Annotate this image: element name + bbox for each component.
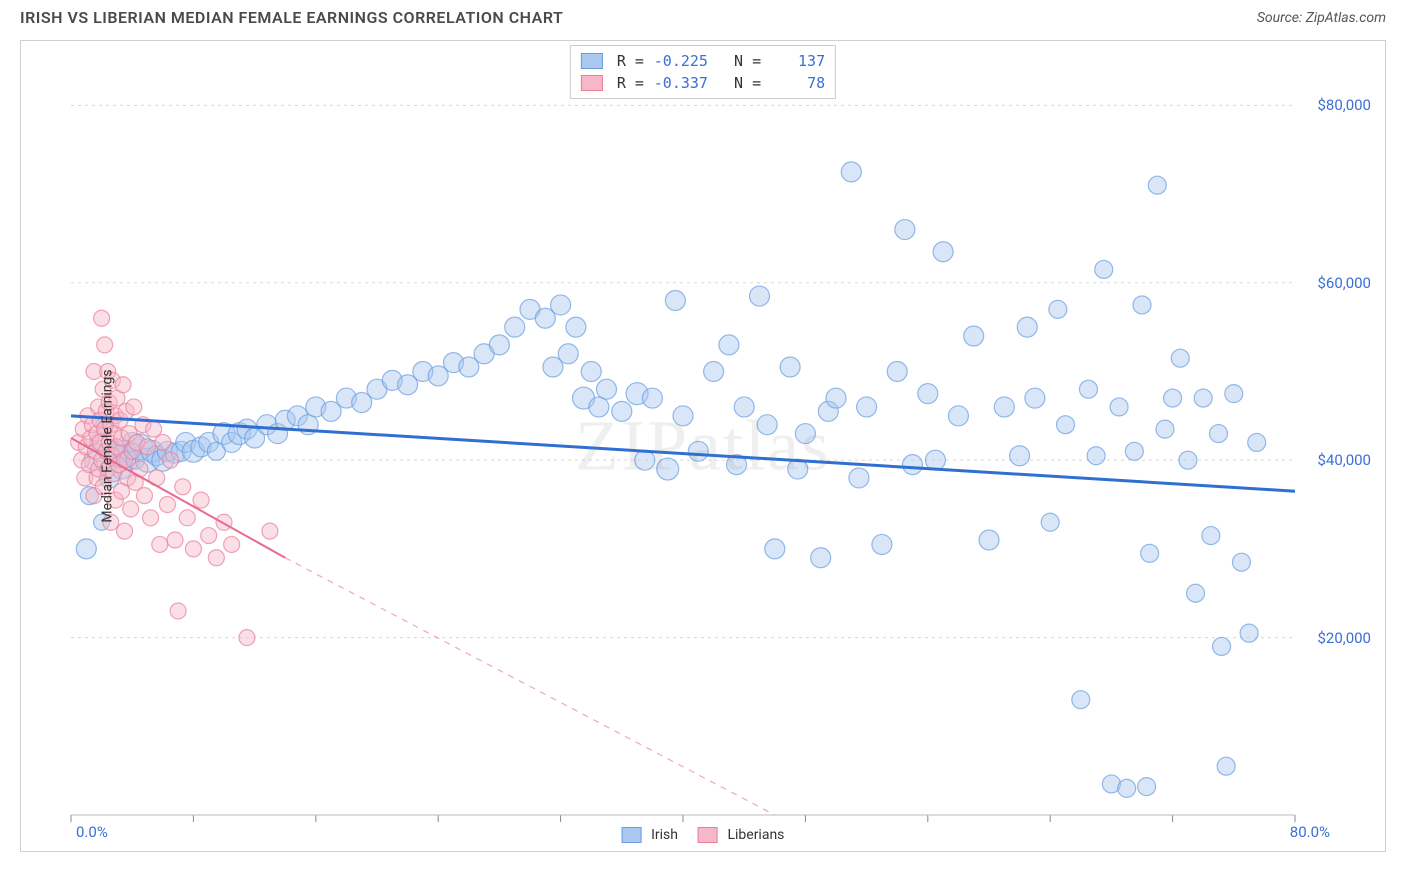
swatch-irish (581, 53, 603, 69)
y-tick-label: $40,000 (1317, 451, 1371, 469)
stats-row-liberian: R = -0.337 N = 78 (581, 72, 825, 94)
legend-item-irish: Irish (622, 827, 678, 843)
r-value-irish: -0.225 (652, 52, 708, 70)
scatter-plot (21, 41, 1385, 851)
n-value-liberian: 78 (769, 74, 825, 92)
n-label: N = (716, 52, 761, 70)
r-label: R = (617, 74, 644, 92)
y-tick-label: $80,000 (1317, 96, 1371, 114)
r-label: R = (617, 52, 644, 70)
x-tick-min: 0.0% (76, 823, 108, 841)
r-value-liberian: -0.337 (652, 74, 708, 92)
page-title: IRISH VS LIBERIAN MEDIAN FEMALE EARNINGS… (20, 8, 563, 27)
swatch-liberian (698, 827, 718, 843)
stats-legend: R = -0.225 N = 137 R = -0.337 N = 78 (570, 45, 836, 99)
chart-container: ZIPatlas Median Female Earnings R = -0.2… (20, 40, 1386, 852)
y-tick-label: $60,000 (1317, 274, 1371, 292)
swatch-irish (622, 827, 642, 843)
n-label: N = (716, 74, 761, 92)
legend-item-liberians: Liberians (698, 827, 784, 843)
n-value-irish: 137 (769, 52, 825, 70)
legend-label-irish: Irish (651, 827, 678, 843)
stats-row-irish: R = -0.225 N = 137 (581, 50, 825, 72)
x-tick-max: 80.0% (1290, 823, 1330, 841)
y-axis-label: Median Female Earnings (100, 369, 116, 522)
source-attribution: Source: ZipAtlas.com (1257, 10, 1386, 26)
series-legend: Irish Liberians (622, 827, 785, 843)
legend-label-liberians: Liberians (727, 827, 784, 843)
swatch-liberian (581, 75, 603, 91)
y-tick-label: $20,000 (1317, 629, 1371, 647)
